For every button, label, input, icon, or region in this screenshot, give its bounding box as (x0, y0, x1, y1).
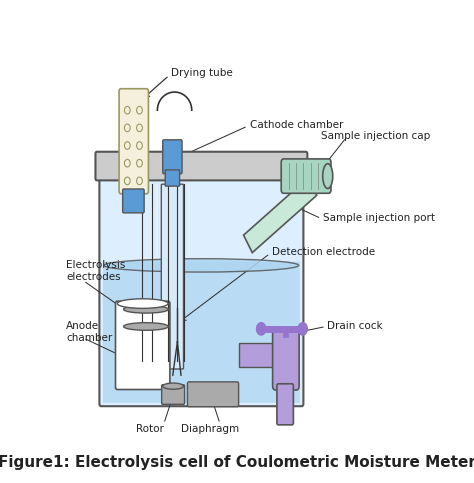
FancyBboxPatch shape (161, 184, 183, 369)
FancyBboxPatch shape (162, 385, 184, 404)
FancyBboxPatch shape (103, 262, 300, 403)
Ellipse shape (163, 383, 183, 389)
Polygon shape (239, 343, 278, 367)
FancyBboxPatch shape (119, 89, 148, 194)
FancyBboxPatch shape (187, 382, 238, 407)
Ellipse shape (323, 164, 333, 188)
Text: Sample injection port: Sample injection port (323, 213, 435, 223)
FancyBboxPatch shape (277, 384, 293, 425)
Ellipse shape (104, 259, 299, 272)
FancyBboxPatch shape (273, 327, 299, 390)
Ellipse shape (124, 305, 168, 313)
Ellipse shape (117, 299, 168, 308)
FancyBboxPatch shape (165, 170, 180, 186)
FancyBboxPatch shape (116, 301, 170, 389)
Circle shape (256, 323, 266, 335)
FancyBboxPatch shape (163, 140, 182, 174)
Text: Detection electrode: Detection electrode (272, 247, 375, 257)
Text: Figure1: Electrolysis cell of Coulometric Moisture Meter: Figure1: Electrolysis cell of Coulometri… (0, 455, 474, 469)
Polygon shape (244, 178, 317, 253)
Text: Anode
chamber: Anode chamber (66, 321, 112, 343)
Ellipse shape (124, 323, 168, 330)
Text: Cathode chamber: Cathode chamber (250, 119, 343, 129)
Circle shape (298, 323, 307, 335)
FancyBboxPatch shape (281, 159, 331, 193)
Text: Drain cock: Drain cock (328, 321, 383, 330)
FancyBboxPatch shape (100, 163, 303, 406)
Text: Electrolysis
electrodes: Electrolysis electrodes (66, 260, 126, 282)
FancyBboxPatch shape (95, 152, 307, 180)
Text: Sample injection cap: Sample injection cap (321, 130, 430, 141)
FancyBboxPatch shape (123, 189, 144, 213)
Text: Rotor: Rotor (136, 424, 164, 434)
Text: Drying tube: Drying tube (171, 69, 233, 78)
Text: Diaphragm: Diaphragm (181, 424, 239, 434)
